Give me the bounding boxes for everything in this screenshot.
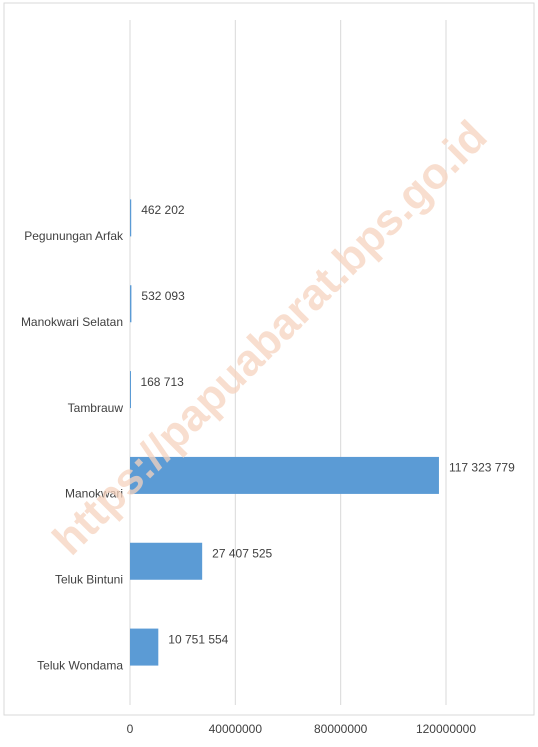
x-tick-label: 0 — [127, 722, 134, 736]
y-tick-label: Manokwari Selatan — [21, 315, 123, 329]
value-label: 462 202 — [141, 203, 185, 217]
y-tick-label: Tambrauw — [68, 401, 124, 415]
bar — [130, 285, 132, 323]
value-label: 117 323 779 — [449, 461, 515, 475]
x-tick-label: 120000000 — [416, 722, 476, 736]
bar — [130, 542, 203, 580]
bar — [130, 371, 131, 409]
watermark: https://papuabarat.bps.go.id — [43, 111, 496, 564]
y-tick-label: Pegunungan Arfak — [24, 229, 124, 243]
y-tick-label: Manokwari — [65, 487, 123, 501]
x-tick-label: 40000000 — [209, 722, 263, 736]
bar — [130, 199, 132, 237]
chart-frame — [3, 2, 535, 716]
bar — [130, 628, 159, 666]
y-tick-label: Teluk Bintuni — [55, 572, 123, 586]
value-label: 10 751 554 — [168, 632, 228, 646]
y-tick-label: Teluk Wondama — [37, 658, 123, 672]
bar — [130, 456, 439, 494]
value-label: 27 407 525 — [212, 546, 272, 560]
plot-area: 0 40000000 80000000 120000000 Pegunungan Arf… — [21, 20, 515, 736]
value-label: 168 713 — [140, 375, 184, 389]
x-tick-label: 80000000 — [314, 722, 368, 736]
value-label: 532 093 — [141, 289, 185, 303]
